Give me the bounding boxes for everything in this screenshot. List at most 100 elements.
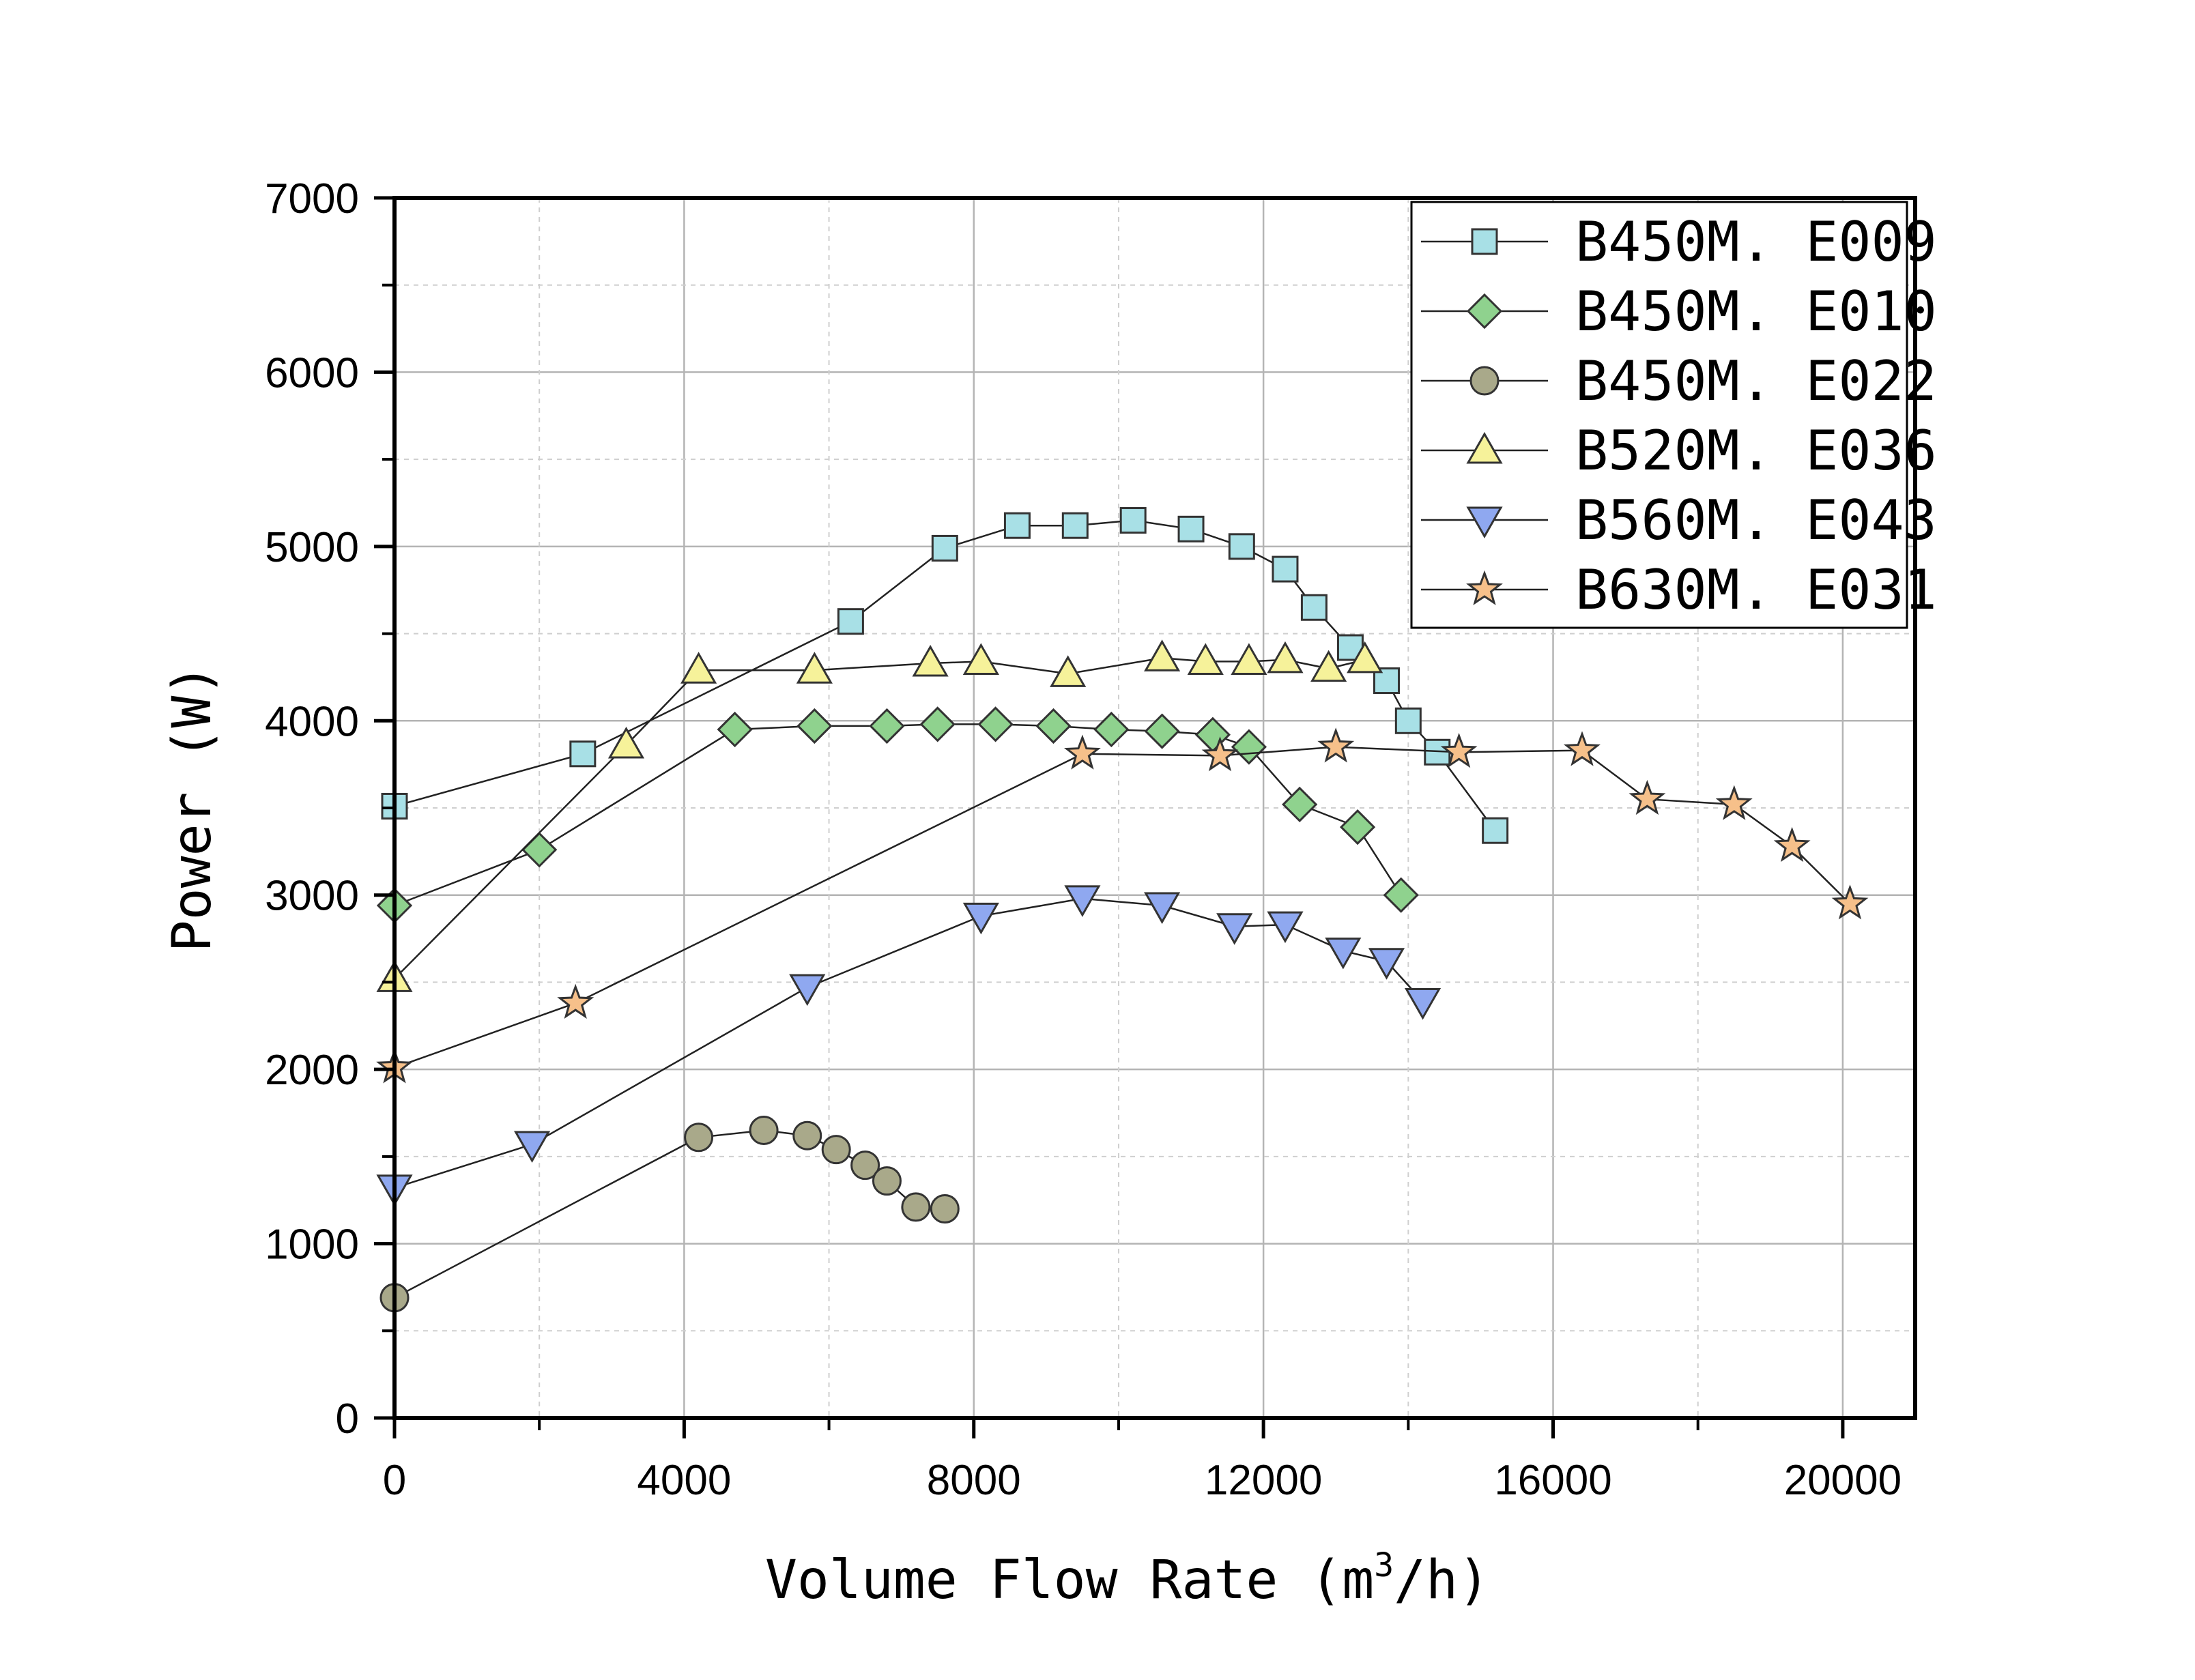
data-point: [797, 708, 833, 744]
y-tick-label: 3000: [265, 873, 359, 920]
legend-label: B560M. E043: [1575, 489, 1937, 552]
data-point: [1267, 641, 1304, 674]
y-tick-label: 6000: [265, 349, 359, 396]
data-point: [1383, 877, 1419, 913]
data-point: [1064, 885, 1101, 917]
legend-label: B520M. E036: [1575, 419, 1937, 482]
data-point: [1300, 594, 1328, 621]
data-point: [1317, 727, 1355, 763]
data-point: [1715, 785, 1753, 820]
data-point: [1310, 650, 1347, 682]
data-point: [1231, 643, 1267, 675]
data-point: [607, 727, 645, 759]
x-axis-title-main: Volume Flow Rate (m: [765, 1550, 1374, 1611]
data-point: [872, 1166, 902, 1196]
data-point: [1440, 732, 1478, 768]
data-point: [1282, 786, 1318, 823]
axis-ticks: 0 4000 8000 12000 16000 20000 0 1000 2000 3000 400…: [265, 175, 1902, 1504]
x-tick-label: 0: [383, 1457, 406, 1504]
data-point: [792, 1120, 822, 1150]
legend-marker: [1471, 228, 1498, 255]
data-point: [513, 1131, 551, 1163]
legend-label: B630M. E031: [1575, 558, 1937, 622]
legend-box: [1410, 201, 1908, 629]
y-tick-label: 0: [336, 1395, 359, 1443]
data-point: [1201, 736, 1239, 772]
data-point: [1368, 948, 1405, 980]
data-point: [521, 832, 558, 868]
data-point: [931, 534, 958, 562]
legend-label: B450M. E010: [1575, 280, 1937, 343]
x-axis-title: Volume Flow Rate (m3/h): [765, 1546, 1490, 1611]
y-tick-label: 1000: [265, 1221, 359, 1269]
data-point: [1216, 913, 1253, 945]
data-point: [1231, 729, 1267, 765]
x-tick-label: 20000: [1784, 1457, 1902, 1504]
data-point: [930, 1193, 960, 1223]
data-point: [1144, 892, 1181, 925]
data-point: [1144, 639, 1181, 671]
series-line: [394, 519, 1496, 831]
series-5: [376, 727, 1869, 1084]
x-tick-label: 4000: [637, 1457, 731, 1504]
data-point: [557, 983, 594, 1019]
data-point: [1404, 988, 1441, 1020]
data-point: [1482, 817, 1509, 844]
x-tick-label: 8000: [927, 1457, 1021, 1504]
data-point: [1373, 667, 1401, 695]
data-point: [1093, 711, 1130, 748]
data-point: [1187, 643, 1224, 675]
data-point: [977, 706, 1014, 742]
data-point: [1272, 555, 1299, 583]
legend-item: B450M. E022: [1421, 349, 1937, 413]
data-point: [912, 644, 949, 677]
data-point: [1773, 826, 1811, 863]
data-point: [1394, 707, 1422, 734]
series-line: [394, 897, 1424, 1189]
data-point: [1336, 634, 1364, 661]
data-point: [821, 1135, 851, 1165]
y-axis-title: Power (W): [162, 664, 223, 953]
data-point: [837, 608, 864, 635]
series-4: [376, 885, 1441, 1206]
series-2: [379, 1116, 960, 1313]
legend-marker: [1466, 570, 1503, 605]
legend-item: B560M. E043: [1421, 489, 1937, 552]
legend-marker: [1466, 431, 1503, 464]
data-point: [1035, 708, 1072, 744]
data-point: [1144, 713, 1180, 749]
data-point: [869, 708, 905, 744]
data-point: [1194, 716, 1231, 753]
series-3: [376, 639, 1383, 992]
data-point: [569, 740, 597, 768]
y-tick-label: 7000: [265, 175, 359, 222]
data-point: [749, 1116, 779, 1146]
data-point: [962, 902, 999, 935]
data-point: [1063, 734, 1101, 770]
data-point: [962, 643, 999, 675]
data-point: [1228, 533, 1255, 560]
data-point: [796, 652, 833, 684]
x-axis-title-tail: /h): [1394, 1550, 1490, 1611]
legend-item: B450M. E009: [1421, 210, 1937, 274]
data-point: [1061, 512, 1089, 539]
data-point: [1119, 507, 1147, 534]
data-point: [1003, 512, 1031, 539]
legend-marker: [1466, 293, 1503, 330]
x-tick-label: 12000: [1205, 1457, 1322, 1504]
data-point: [1177, 515, 1205, 542]
data-point: [1563, 731, 1601, 766]
data-point: [1629, 779, 1666, 815]
data-point: [1831, 884, 1869, 920]
plot-series: [376, 507, 1869, 1313]
legend-item: B520M. E036: [1421, 419, 1937, 482]
legend-marker: [1469, 366, 1500, 396]
y-tick-label: 2000: [265, 1047, 359, 1094]
data-point: [684, 1123, 714, 1153]
data-point: [717, 711, 753, 748]
series-0: [381, 507, 1509, 844]
data-point: [789, 974, 826, 1006]
data-point: [1267, 911, 1304, 944]
